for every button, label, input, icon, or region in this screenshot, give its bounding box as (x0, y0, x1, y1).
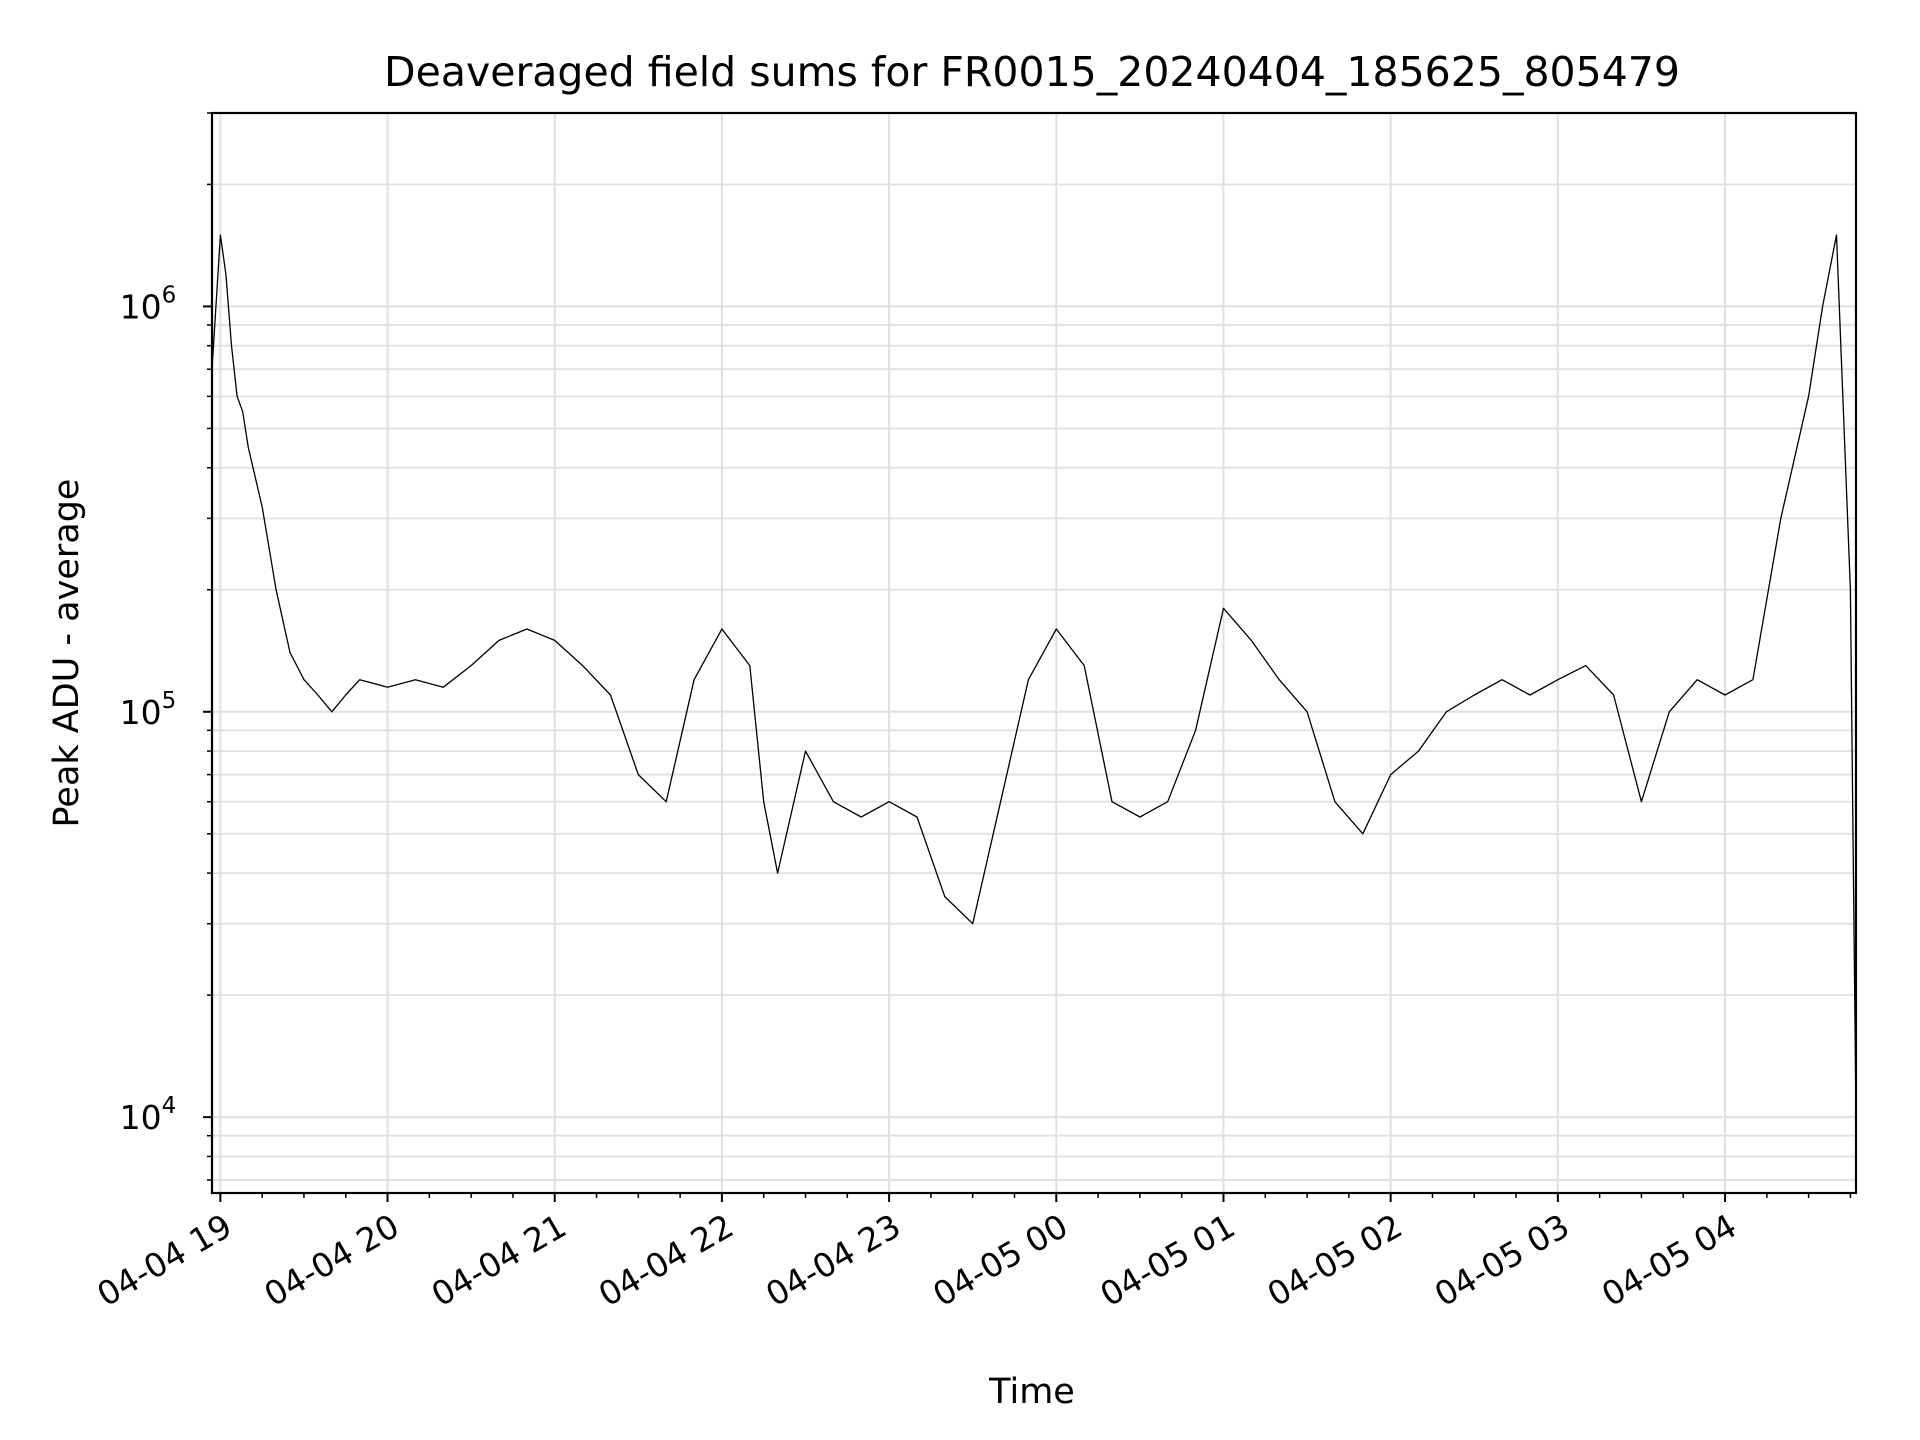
plot-area (211, 234, 1857, 1118)
y-tick-exponent: 6 (162, 282, 177, 308)
y-tick-base: 10 (120, 1098, 162, 1137)
y-tick-exponent: 4 (162, 1093, 177, 1119)
series-line (211, 234, 1857, 1118)
y-axis-label: Peak ADU - average (47, 479, 87, 828)
x-axis-label: Time (988, 1372, 1075, 1412)
axes-frame (210, 111, 1858, 1195)
y-tick-base: 10 (120, 693, 162, 732)
y-tick-label: 105 (120, 688, 177, 732)
y-tick-label: 106 (120, 282, 177, 326)
y-tick-exponent: 5 (162, 688, 177, 714)
y-tick-base: 10 (120, 287, 162, 326)
grid (212, 112, 1856, 1193)
y-tick-label: 104 (120, 1093, 177, 1137)
chart-title: Deaveraged field sums for FR0015_2024040… (384, 48, 1680, 96)
